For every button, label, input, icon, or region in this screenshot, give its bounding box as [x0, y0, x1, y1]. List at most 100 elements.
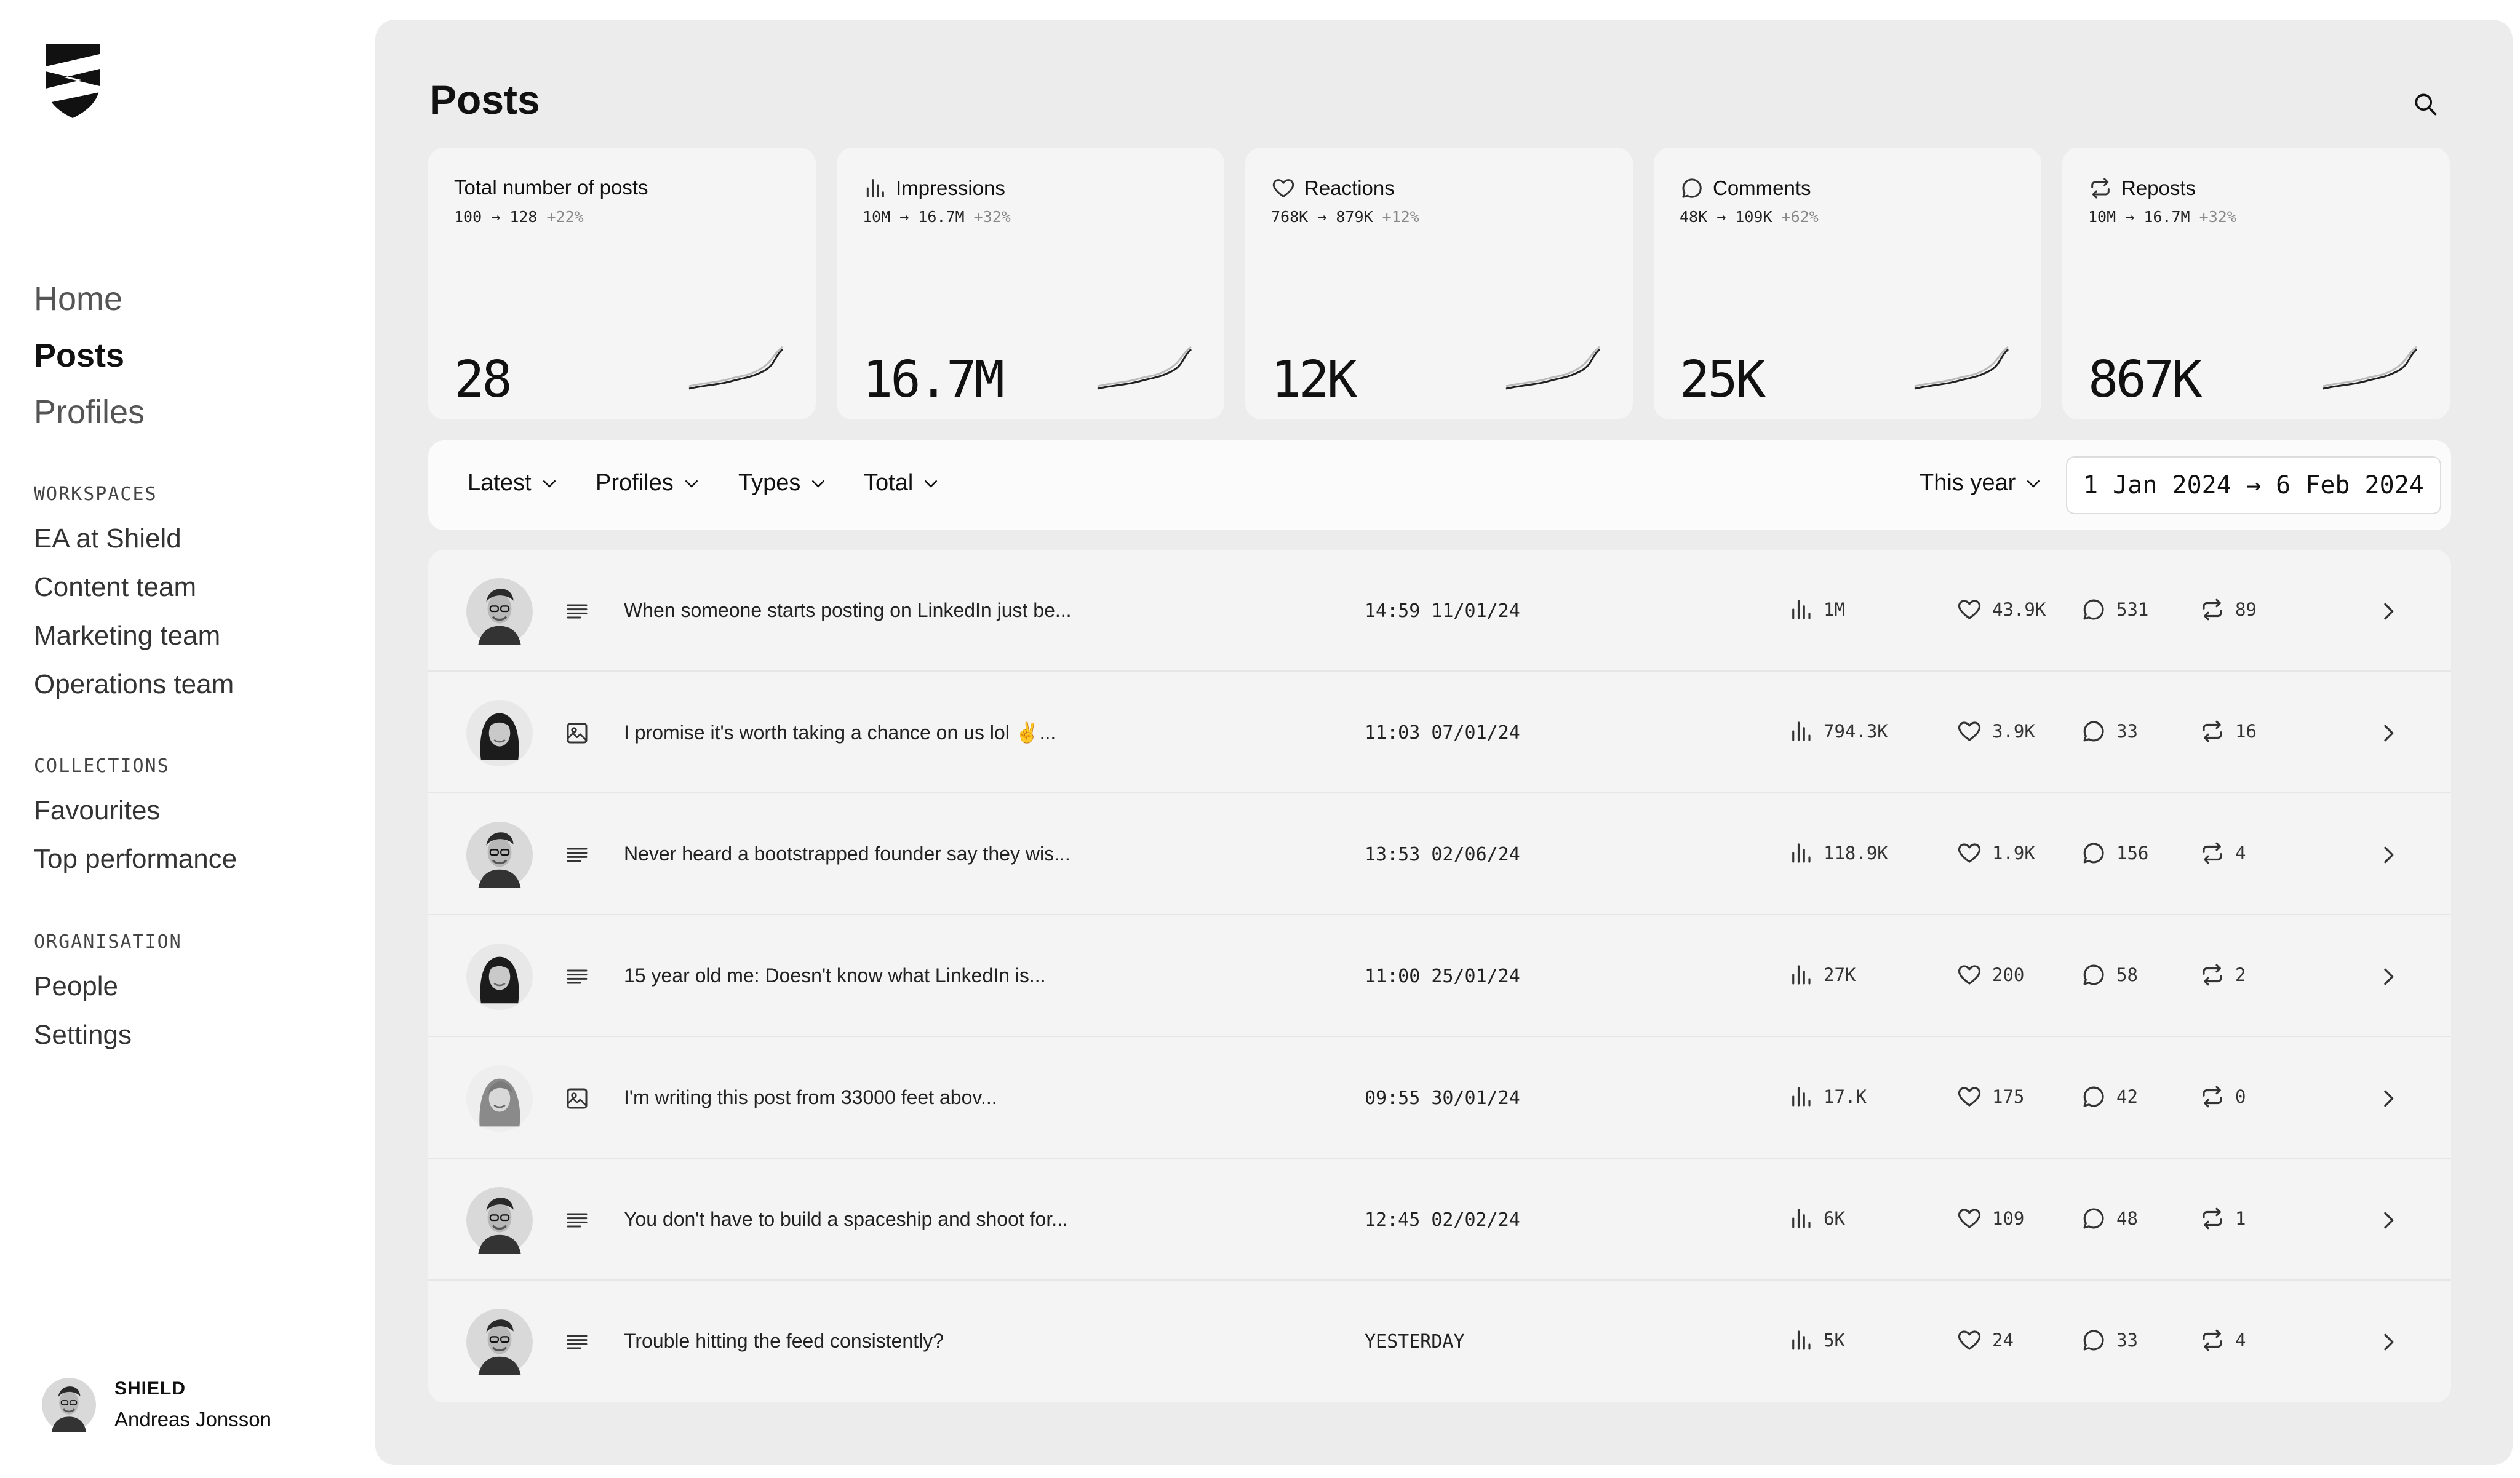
workspace-item-operations-team[interactable]: Operations team	[34, 669, 234, 699]
reposts-value: 4	[2235, 1330, 2246, 1351]
comment-icon	[2081, 718, 2107, 744]
comment-icon	[1680, 176, 1704, 201]
reposts-stat: 89	[2199, 597, 2257, 622]
impressions-value: 5K	[1824, 1330, 1845, 1351]
repost-icon	[2199, 962, 2225, 988]
profiles-label: Profiles	[596, 470, 674, 496]
collection-item-favourites[interactable]: Favourites	[34, 795, 161, 825]
workspace-item-content-team[interactable]: Content team	[34, 572, 197, 602]
post-time: 11:00 25/01/24	[1365, 966, 1520, 987]
workspace-item-marketing-team[interactable]: Marketing team	[34, 621, 221, 651]
period-dropdown[interactable]: This year	[1920, 470, 2043, 496]
comments-value: 531	[2116, 599, 2149, 620]
comments-stat: 48	[2081, 1206, 2138, 1231]
bar-chart-icon	[863, 176, 887, 201]
sparkline-icon	[1912, 342, 2011, 391]
chevron-right-icon[interactable]	[2376, 1208, 2401, 1233]
comment-icon	[2081, 1084, 2107, 1110]
metric-dropdown[interactable]: Total	[864, 470, 940, 496]
comment-icon	[2081, 597, 2107, 622]
avatar	[466, 578, 533, 645]
metric-card-from: 100	[454, 208, 482, 226]
org-item-people[interactable]: People	[34, 971, 119, 1001]
table-row[interactable]: Never heard a bootstrapped founder say t…	[428, 793, 2451, 915]
reactions-stat: 1.9K	[1956, 840, 2035, 866]
heart-icon	[1956, 597, 1982, 622]
comments-value: 33	[2116, 1330, 2138, 1351]
chevron-right-icon[interactable]	[2376, 599, 2401, 624]
metric-card-value: 28	[454, 351, 512, 409]
organisation-list: People Settings	[34, 962, 132, 1059]
metric-card[interactable]: Reposts 10M → 16.7M +32% 867K	[2062, 148, 2450, 419]
image-icon	[565, 1086, 589, 1111]
chevron-right-icon[interactable]	[2376, 1330, 2401, 1354]
avatar	[466, 1187, 533, 1254]
nav-item-posts[interactable]: Posts	[34, 337, 125, 374]
reposts-stat: 4	[2199, 1327, 2246, 1353]
reposts-stat: 1	[2199, 1206, 2246, 1231]
date-range-picker[interactable]: 1 Jan 2024 → 6 Feb 2024	[2066, 456, 2441, 514]
reposts-value: 16	[2235, 721, 2257, 742]
metric-card-delta: 100 → 128 +22%	[454, 208, 584, 226]
metric-card-from: 768K	[1271, 208, 1309, 226]
org-item-settings[interactable]: Settings	[34, 1020, 132, 1050]
metric-card-header: Impressions	[863, 176, 1005, 201]
table-row[interactable]: I promise it's worth taking a chance on …	[428, 672, 2451, 793]
comments-value: 48	[2116, 1208, 2138, 1229]
chevron-right-icon[interactable]	[2376, 721, 2401, 745]
search-button[interactable]	[2406, 84, 2445, 124]
heart-icon	[1271, 176, 1296, 201]
chevron-right-icon[interactable]	[2376, 843, 2401, 867]
metric-card-header: Total number of posts	[454, 176, 648, 199]
heart-icon	[1956, 840, 1982, 866]
metric-card-to: 109K	[1735, 208, 1772, 226]
chevron-right-icon[interactable]	[2376, 1086, 2401, 1111]
table-row[interactable]: You don't have to build a spaceship and …	[428, 1159, 2451, 1281]
page-title: Posts	[429, 77, 540, 122]
post-time: YESTERDAY	[1365, 1331, 1465, 1353]
text-lines-icon	[565, 843, 589, 867]
post-time: 14:59 11/01/24	[1365, 600, 1520, 622]
avatar	[466, 700, 533, 766]
metric-card[interactable]: Impressions 10M → 16.7M +32% 16.7M	[837, 148, 1224, 419]
repost-icon	[2199, 1084, 2225, 1110]
impressions-stat: 794.3K	[1788, 718, 1888, 744]
table-row[interactable]: I'm writing this post from 33000 feet ab…	[428, 1037, 2451, 1159]
shield-logo-icon[interactable]	[42, 42, 103, 121]
repost-icon	[2088, 176, 2113, 201]
metric-cards: Total number of posts 100 → 128 +22% 28 …	[428, 148, 2450, 419]
reactions-value: 109	[1992, 1208, 2025, 1229]
table-row[interactable]: Trouble hitting the feed consistently? Y…	[428, 1281, 2451, 1402]
reactions-stat: 109	[1956, 1206, 2024, 1231]
chevron-down-icon	[809, 474, 827, 493]
user-profile[interactable]: SHIELD Andreas Jonsson	[42, 1378, 271, 1432]
reactions-value: 43.9K	[1992, 599, 2046, 620]
reactions-stat: 43.9K	[1956, 597, 2046, 622]
post-time: 12:45 02/02/24	[1365, 1209, 1520, 1231]
collection-item-top-performance[interactable]: Top performance	[34, 844, 237, 874]
workspace-item-ea-at-shield[interactable]: EA at Shield	[34, 523, 181, 554]
nav-item-profiles[interactable]: Profiles	[34, 394, 145, 431]
metric-card-value: 12K	[1271, 351, 1357, 409]
bar-chart-icon	[1788, 1206, 1814, 1231]
profiles-dropdown[interactable]: Profiles	[596, 470, 701, 496]
table-row[interactable]: When someone starts posting on LinkedIn …	[428, 550, 2451, 672]
metric-card-pct: +12%	[1382, 208, 1419, 226]
heart-icon	[1956, 1327, 1982, 1353]
metric-card[interactable]: Total number of posts 100 → 128 +22% 28	[428, 148, 816, 419]
sort-dropdown[interactable]: Latest	[468, 470, 559, 496]
table-row[interactable]: 15 year old me: Doesn't know what Linked…	[428, 915, 2451, 1037]
types-label: Types	[738, 470, 801, 496]
comments-stat: 58	[2081, 962, 2138, 988]
metric-card-delta: 768K → 879K +12%	[1271, 208, 1419, 226]
types-dropdown[interactable]: Types	[738, 470, 827, 496]
bar-chart-icon	[1788, 1327, 1814, 1353]
comments-stat: 531	[2081, 597, 2148, 622]
nav-item-home[interactable]: Home	[34, 280, 123, 317]
repost-icon	[2199, 840, 2225, 866]
text-lines-icon	[565, 964, 589, 989]
metric-card[interactable]: Reactions 768K → 879K +12% 12K	[1245, 148, 1633, 419]
chevron-right-icon[interactable]	[2376, 964, 2401, 989]
impressions-value: 1M	[1824, 599, 1845, 620]
metric-card[interactable]: Comments 48K → 109K +62% 25K	[1654, 148, 2041, 419]
